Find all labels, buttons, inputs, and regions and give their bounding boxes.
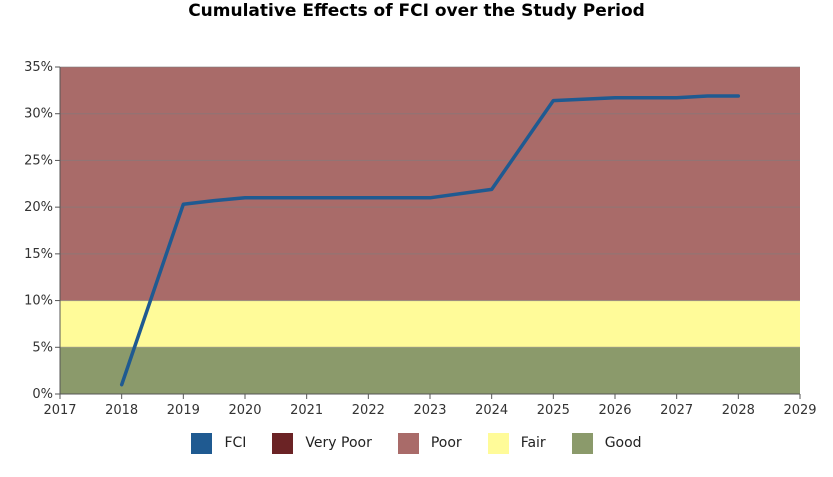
x-tick-label: 2017 xyxy=(43,403,76,418)
x-tick-label: 2018 xyxy=(105,403,138,418)
legend-swatch-poor xyxy=(397,432,419,454)
legend-swatch-fair xyxy=(487,432,509,454)
x-tick-label: 2024 xyxy=(475,403,508,418)
legend-item-poor: Poor xyxy=(397,432,462,454)
x-tick-label: 2026 xyxy=(598,403,631,418)
y-tick-label: 15% xyxy=(24,247,53,262)
legend-item-fair: Fair xyxy=(487,432,546,454)
y-tick-label: 10% xyxy=(24,294,53,309)
legend-label-good: Good xyxy=(604,435,642,451)
bands-layer xyxy=(60,67,800,394)
legend-label-very-poor: Very Poor xyxy=(305,435,372,451)
legend-label-poor: Poor xyxy=(430,435,462,451)
legend-item-very-poor: Very Poor xyxy=(272,432,372,454)
series-line-fci xyxy=(119,94,741,387)
legend-item-fci: FCI xyxy=(191,432,247,454)
legend-label-fci: FCI xyxy=(224,435,247,451)
legend-item-good: Good xyxy=(571,432,642,454)
x-tick-label: 2029 xyxy=(783,403,816,418)
x-tick-label: 2028 xyxy=(722,403,755,418)
band-poor xyxy=(60,67,800,301)
legend-swatch-good xyxy=(571,432,593,454)
band-fair xyxy=(60,300,800,348)
series-layer xyxy=(119,94,741,387)
x-tick-label: 2027 xyxy=(660,403,693,418)
x-tick-label: 2023 xyxy=(413,403,446,418)
legend-label-fair: Fair xyxy=(520,435,546,451)
y-tick-label: 20% xyxy=(24,200,53,215)
y-tick-label: 35% xyxy=(24,60,53,75)
legend-swatch-very-poor xyxy=(272,432,294,454)
legend-swatch-fci xyxy=(191,432,213,454)
legend: FCI Very Poor Poor Fair Good xyxy=(0,430,833,456)
y-tick-label: 30% xyxy=(24,107,53,122)
grid-layer xyxy=(60,66,800,348)
x-tick-label: 2025 xyxy=(537,403,570,418)
y-tick-label: 25% xyxy=(24,153,53,168)
x-tick-label: 2020 xyxy=(228,403,261,418)
band-good xyxy=(60,347,800,394)
y-tick-label: 5% xyxy=(32,340,53,355)
x-tick-label: 2019 xyxy=(167,403,200,418)
axis-layer: 0% 5% 10% 15% 20% 25% 30% 35% 2017 2018 2019 2020 20… xyxy=(24,60,816,418)
x-tick-label: 2022 xyxy=(352,403,385,418)
chart-svg: 0% 5% 10% 15% 20% 25% 30% 35% 2017 2018 2019 2020 20… xyxy=(24,60,816,418)
x-tick-label: 2021 xyxy=(290,403,323,418)
y-tick-label: 0% xyxy=(32,387,53,402)
chart-title: Cumulative Effects of FCI over the Study… xyxy=(188,1,645,21)
